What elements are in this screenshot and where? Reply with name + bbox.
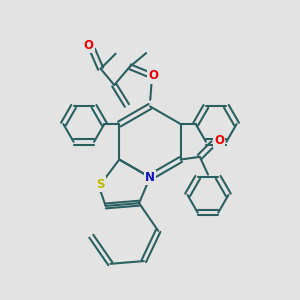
Text: N: N [145,171,155,184]
Text: O: O [214,134,224,147]
Text: S: S [96,178,104,190]
Text: O: O [148,69,158,82]
Text: O: O [83,39,93,52]
